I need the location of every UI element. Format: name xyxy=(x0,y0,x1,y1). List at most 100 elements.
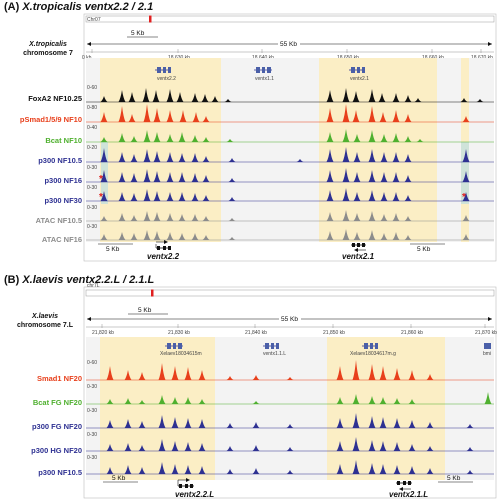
signal-peak xyxy=(378,93,386,102)
signal-peak xyxy=(404,136,412,142)
signal-peak xyxy=(130,215,138,221)
gene-name-ventx2-1-L: ventx2.1.L xyxy=(389,490,428,499)
signal-peak xyxy=(153,212,161,221)
gene-model-xelaev615: Xelaev18034615m xyxy=(160,343,202,357)
gene-structure-ventx2-2: ventx2.2 xyxy=(147,240,180,261)
signal-peak xyxy=(184,367,192,380)
signal-peak xyxy=(198,419,206,428)
panel-a-title: (A) X.tropicalis ventx2.2 / 2.1 xyxy=(4,1,153,13)
signal-peak xyxy=(138,445,146,451)
track-label-atac-nf16: ATAC NF16 xyxy=(41,235,82,244)
signal-peak xyxy=(171,464,179,474)
signal-peak xyxy=(426,422,434,428)
signal-peak xyxy=(100,191,108,201)
signal-peak xyxy=(336,366,344,380)
signal-peak xyxy=(336,464,344,474)
signal-peak xyxy=(476,99,484,102)
chromosome-ideogram xyxy=(85,15,495,23)
signal-peak xyxy=(342,88,350,102)
signal-peak xyxy=(202,156,210,162)
signal-peak xyxy=(336,397,344,404)
signal-peak xyxy=(393,368,401,380)
signal-peak xyxy=(166,213,174,221)
signal-peak xyxy=(404,195,412,201)
bottom-scale-left: 5 Kb xyxy=(106,246,120,253)
signal-peak xyxy=(326,108,334,122)
asterisk-nf30-left: * xyxy=(99,192,103,203)
signal-peak xyxy=(198,399,206,404)
signal-peak xyxy=(226,469,234,474)
signal-peak xyxy=(124,419,132,428)
signal-peak xyxy=(352,91,360,102)
signal-peak xyxy=(143,130,151,142)
signal-peak xyxy=(166,110,174,122)
signal-peak xyxy=(342,229,350,240)
signal-peak xyxy=(124,398,132,404)
track-label-smad1: Smad1 NF20 xyxy=(36,374,82,383)
coord-tick-label: 21,830 kb xyxy=(168,330,190,336)
signal-peak xyxy=(192,112,200,122)
track-label-p300-nf30: p300 NF30 xyxy=(44,196,82,205)
signal-peak xyxy=(352,413,360,428)
signal-peak xyxy=(368,463,376,474)
signal-peak xyxy=(252,401,260,404)
signal-peak xyxy=(408,370,416,380)
signal-peak xyxy=(408,399,416,404)
track-label-foxa2: FoxA2 NF10.25 xyxy=(28,94,82,103)
signal-peak xyxy=(118,192,126,201)
signal-peak xyxy=(379,397,387,404)
signal-peak xyxy=(191,93,199,102)
panel-b-title: (B) X.laevis ventx2.2.L / 2.1.L xyxy=(4,274,154,286)
signal-peak xyxy=(352,460,360,474)
signal-peak xyxy=(184,442,192,451)
signal-peak xyxy=(166,152,174,162)
signal-peak xyxy=(466,470,474,474)
signal-peak xyxy=(286,447,294,451)
signal-peak xyxy=(228,237,236,240)
gene-label-small-ventx2-1: ventx2.1 xyxy=(350,76,369,82)
signal-peak xyxy=(368,106,376,122)
signal-peak xyxy=(393,398,401,404)
signal-peak xyxy=(128,92,136,102)
signal-peak xyxy=(130,233,138,240)
signal-peak xyxy=(178,132,186,142)
signal-peak xyxy=(191,135,199,142)
signal-peak xyxy=(130,136,138,142)
signal-peak xyxy=(380,172,388,182)
signal-peak xyxy=(252,375,260,380)
signal-peak xyxy=(380,134,388,142)
signal-peak xyxy=(252,445,260,451)
chrom-tag-b: chr7L xyxy=(87,283,100,289)
signal-peak xyxy=(404,95,412,102)
signal-peak xyxy=(142,88,150,102)
signal-peak xyxy=(179,110,187,122)
signal-peak xyxy=(462,215,470,221)
signal-peak xyxy=(226,446,234,451)
signal-peak xyxy=(171,417,179,428)
track-label-p300-nf105: p300 NF10.5 xyxy=(38,156,82,165)
signal-peak xyxy=(368,190,376,201)
signal-peak xyxy=(368,416,376,428)
signal-peak xyxy=(426,468,434,474)
signal-peak xyxy=(393,465,401,474)
signal-peak xyxy=(462,171,470,182)
track-scale-label: 0-30 xyxy=(87,205,97,211)
signal-peak xyxy=(153,132,161,142)
signal-peak xyxy=(408,466,416,474)
signal-peak xyxy=(379,441,387,451)
signal-tracks-panel-a xyxy=(86,88,494,241)
signal-peak xyxy=(368,149,376,162)
signal-peak xyxy=(118,152,126,162)
signal-peak xyxy=(466,424,474,428)
signal-peak xyxy=(368,396,376,404)
signal-peak xyxy=(153,171,161,182)
highlight-region-ventx2-1-L xyxy=(327,337,445,480)
signal-peak xyxy=(202,195,210,201)
signal-peak xyxy=(368,211,376,221)
asterisk-nf16: * xyxy=(99,174,103,185)
signal-peak xyxy=(392,110,400,122)
region-scale-label: 55 Kb xyxy=(280,41,297,48)
gene-name-ventx2-2: ventx2.2 xyxy=(147,252,180,261)
gene-model-ventx1-1-L: ventx1.1.L xyxy=(263,343,286,357)
region-scale-label-b: 55 Kb xyxy=(281,316,298,323)
